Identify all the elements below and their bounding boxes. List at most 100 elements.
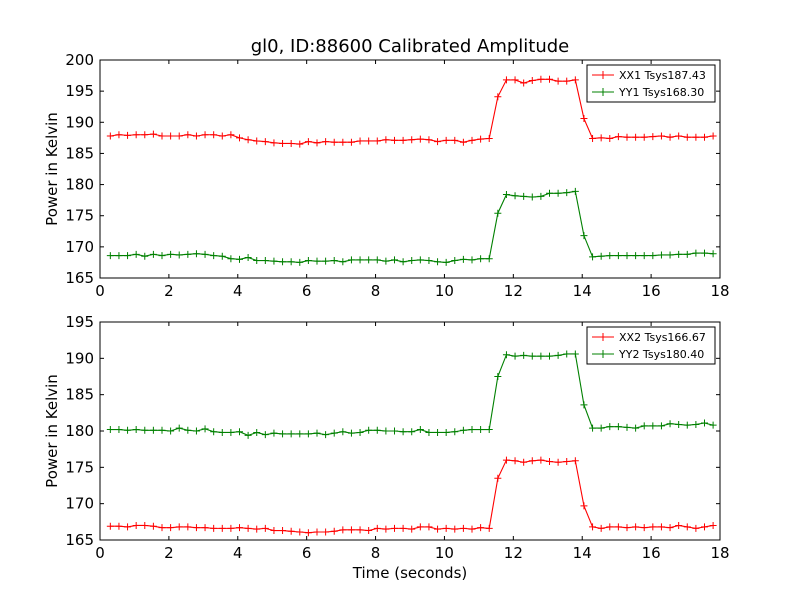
data-point (253, 525, 261, 533)
data-point (347, 256, 355, 264)
data-point (709, 250, 717, 258)
data-point (304, 529, 312, 537)
data-point (253, 428, 261, 436)
data-point (666, 524, 674, 532)
data-point (563, 350, 571, 358)
data-point (296, 258, 304, 266)
x-tick-label: 14 (573, 282, 592, 300)
data-point (347, 526, 355, 534)
x-tick-label: 6 (302, 544, 312, 562)
data-point (537, 352, 545, 360)
data-point (459, 524, 467, 532)
data-point (339, 258, 347, 266)
data-point (106, 252, 114, 260)
y-tick-label: 175 (65, 458, 94, 476)
data-point (589, 523, 597, 531)
data-point (649, 133, 657, 141)
y-axis-label: Power in Kelvin (43, 112, 61, 226)
data-point (425, 257, 433, 265)
y-tick-label: 185 (65, 386, 94, 404)
data-point (425, 523, 433, 531)
data-point (261, 138, 269, 146)
data-point (451, 525, 459, 533)
data-point (158, 426, 166, 434)
data-point (149, 250, 157, 258)
data-point (537, 456, 545, 464)
data-point (313, 257, 321, 265)
legend-marker (599, 350, 607, 358)
data-point (270, 429, 278, 437)
y-tick-label: 170 (65, 495, 94, 513)
data-point (520, 458, 528, 466)
data-point (640, 252, 648, 260)
data-point (494, 474, 502, 482)
data-point (485, 524, 493, 532)
x-tick-label: 8 (371, 282, 381, 300)
x-tick-label: 2 (164, 544, 174, 562)
data-point (477, 255, 485, 263)
legend: XX1 Tsys187.43 YY1 Tsys168.30 (586, 64, 716, 103)
data-point (244, 524, 252, 532)
data-point (167, 427, 175, 435)
data-point (537, 192, 545, 200)
data-point (373, 137, 381, 145)
data-point (632, 424, 640, 432)
data-point (657, 251, 665, 259)
data-point (571, 76, 579, 84)
data-point (192, 427, 200, 435)
data-point (657, 132, 665, 140)
data-point (580, 502, 588, 510)
data-point (701, 419, 708, 427)
data-point (227, 428, 235, 436)
data-point (511, 352, 519, 360)
data-point (632, 133, 640, 141)
data-point (391, 524, 398, 532)
data-point (520, 351, 528, 359)
x-tick-label: 10 (435, 282, 454, 300)
data-point (494, 93, 502, 101)
data-point (287, 527, 295, 535)
data-point (623, 524, 631, 532)
data-point (184, 523, 192, 531)
data-point (675, 132, 683, 140)
legend-box (586, 326, 716, 365)
data-point (459, 426, 467, 434)
legend-label: XX1 Tsys187.43 (619, 69, 706, 82)
data-point (382, 525, 390, 533)
data-point (563, 189, 571, 197)
data-point (339, 138, 347, 146)
data-point (571, 187, 579, 195)
data-point (425, 428, 433, 436)
y-tick-label: 170 (65, 238, 94, 256)
data-point (666, 251, 674, 259)
legend-item: YY1 Tsys168.30 (592, 86, 704, 99)
y-tick-label: 165 (65, 269, 94, 287)
data-point (546, 189, 553, 197)
data-point (675, 521, 683, 529)
data-point (477, 524, 485, 532)
data-point (399, 258, 407, 266)
data-point (408, 428, 416, 436)
data-point (666, 133, 674, 141)
y-tick-label: 190 (65, 349, 94, 367)
data-point (666, 420, 674, 428)
data-point (485, 134, 493, 142)
data-point (692, 420, 700, 428)
data-point (546, 352, 553, 360)
data-point (391, 256, 398, 264)
data-point (434, 258, 442, 266)
data-point (373, 256, 381, 264)
data-point (382, 427, 390, 435)
x-tick-label: 12 (504, 282, 523, 300)
data-point (304, 257, 312, 265)
data-point (597, 134, 605, 142)
data-point (623, 423, 631, 431)
data-point (330, 257, 338, 265)
data-point (347, 138, 355, 146)
data-point (434, 138, 442, 146)
data-point (201, 250, 209, 258)
data-point (494, 209, 502, 217)
data-point (485, 255, 493, 263)
data-point (382, 257, 390, 265)
data-point (511, 457, 519, 465)
